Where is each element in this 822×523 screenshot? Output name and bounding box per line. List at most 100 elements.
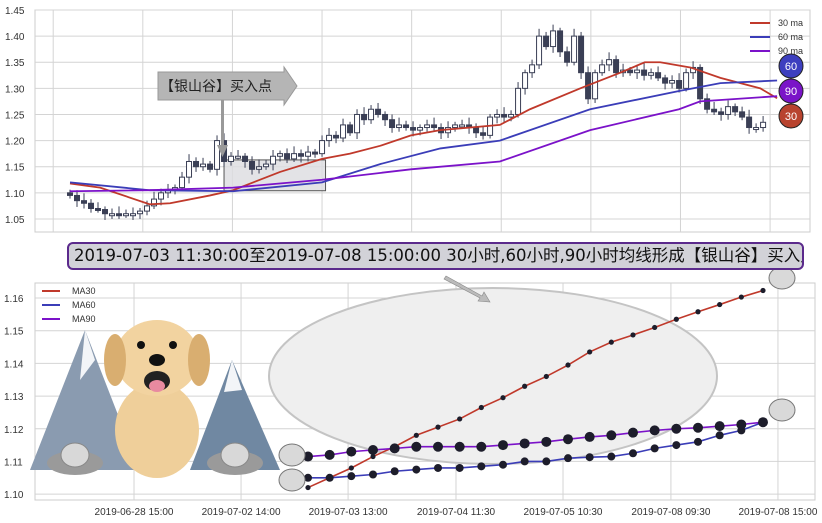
candle	[375, 102, 382, 118]
legend-label: MA30	[72, 286, 96, 296]
annotation-label: 【银山谷】买入点	[160, 79, 272, 95]
candle-body	[669, 80, 676, 84]
data-point-MA60	[650, 444, 659, 453]
legend-label: 60 ma	[778, 32, 803, 42]
y-tick-label: 1.15	[4, 327, 24, 338]
dog-eye-icon	[137, 341, 145, 349]
data-point-MA90	[368, 444, 378, 455]
candle-body	[256, 166, 263, 170]
dog-body-icon	[115, 382, 199, 478]
line-MA90	[307, 421, 764, 458]
candle-body	[242, 155, 249, 162]
candle	[179, 171, 186, 191]
y-tick-label: 1.13	[4, 392, 24, 403]
x-tick-label: 2019-07-08 09:30	[631, 507, 710, 518]
data-point-MA60	[412, 465, 421, 474]
data-point-MA30	[478, 404, 484, 411]
candle	[319, 135, 326, 157]
mountain-right-icon	[190, 360, 280, 470]
candle	[480, 126, 487, 140]
candle	[368, 105, 375, 124]
candle-body	[151, 198, 158, 207]
legend-label: 90 ma	[778, 46, 803, 56]
x-tick-label: 2019-07-02 14:00	[202, 507, 281, 518]
silver-ingot-icon	[278, 468, 306, 492]
data-point-MA90	[454, 441, 465, 452]
candle	[592, 69, 599, 103]
candle	[662, 74, 669, 90]
candle-body	[67, 192, 74, 196]
data-point-MA90	[563, 434, 573, 445]
candle	[396, 117, 403, 132]
y-tick-label: 1.30	[5, 84, 25, 95]
y-tick-label: 1.25	[5, 110, 25, 121]
candle	[578, 31, 585, 79]
candle-body	[494, 113, 501, 118]
dog-nose-icon	[149, 354, 165, 366]
candle	[284, 148, 291, 164]
data-point-MA30	[413, 432, 419, 438]
badge-label: 60	[785, 61, 797, 73]
y-tick-label: 1.35	[5, 58, 25, 69]
data-point-MA30	[738, 294, 744, 300]
candle	[207, 160, 214, 173]
candle-body	[186, 160, 193, 178]
candle-body	[634, 69, 641, 74]
dog-eye-icon	[169, 341, 177, 349]
ma-line-60-ma	[69, 79, 778, 193]
y-tick-label: 1.45	[5, 6, 25, 17]
candle-body	[396, 124, 403, 129]
y-tick-label: 1.11	[4, 457, 23, 468]
badge-circle	[778, 53, 804, 79]
data-point-MA30	[457, 416, 463, 422]
ma-line-30-ma	[69, 61, 778, 206]
candle-body	[550, 30, 557, 48]
mountain-snow-icon	[224, 360, 242, 392]
signal-banner: 2019-07-03 11:30:00至2019-07-08 15:00:00 …	[67, 242, 804, 270]
data-point-MA90	[649, 425, 660, 436]
candle-body	[130, 213, 137, 217]
x-tick-label: 2019-07-05 10:30	[524, 507, 603, 518]
data-point-MA90	[671, 423, 682, 434]
candle-body	[228, 155, 235, 162]
candle-body	[522, 72, 529, 89]
candle-body	[277, 153, 284, 157]
candle-body	[375, 108, 382, 115]
candle	[760, 116, 767, 132]
candle-body	[599, 64, 606, 74]
candle	[571, 28, 578, 66]
data-point-MA30	[543, 373, 549, 380]
candle	[298, 149, 305, 163]
candle	[256, 159, 263, 174]
candle-body	[424, 124, 431, 129]
candle	[102, 206, 109, 220]
y-tick-label: 1.20	[5, 137, 25, 148]
candle-body	[403, 124, 410, 129]
candle	[228, 152, 235, 166]
candle-body	[291, 153, 298, 160]
data-point-MA30	[565, 362, 571, 368]
candle-body	[431, 124, 438, 129]
candle	[410, 121, 417, 137]
candle	[746, 109, 753, 134]
data-point-MA30	[500, 395, 506, 401]
data-point-MA60	[434, 463, 442, 472]
data-point-MA60	[542, 457, 551, 466]
dog-tongue-icon	[149, 380, 165, 392]
data-point-MA30	[305, 484, 311, 491]
line-MA60	[308, 421, 764, 479]
dog-mountain-illustration	[30, 320, 280, 478]
data-point-MA60	[585, 453, 594, 462]
mountain-snow-icon	[80, 330, 95, 380]
data-point-MA90	[736, 419, 747, 430]
data-point-MA90	[411, 441, 422, 452]
candle-body	[319, 140, 326, 155]
data-point-MA60	[629, 449, 637, 458]
candle	[326, 128, 333, 147]
data-point-MA90	[693, 422, 703, 433]
data-point-MA30	[522, 383, 528, 389]
data-point-MA90	[476, 441, 487, 452]
y-tick-label: 1.40	[5, 32, 25, 43]
data-point-MA60	[607, 452, 616, 461]
